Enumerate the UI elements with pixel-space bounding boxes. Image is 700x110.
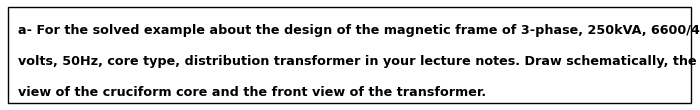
Text: a- For the solved example about the design of the magnetic frame of 3-phase, 250: a- For the solved example about the desi… [18, 24, 700, 37]
FancyBboxPatch shape [8, 7, 691, 103]
Text: volts, 50Hz, core type, distribution transformer in your lecture notes. Draw sch: volts, 50Hz, core type, distribution tra… [18, 55, 700, 68]
Text: view of the cruciform core and the front view of the transformer.: view of the cruciform core and the front… [18, 86, 486, 99]
